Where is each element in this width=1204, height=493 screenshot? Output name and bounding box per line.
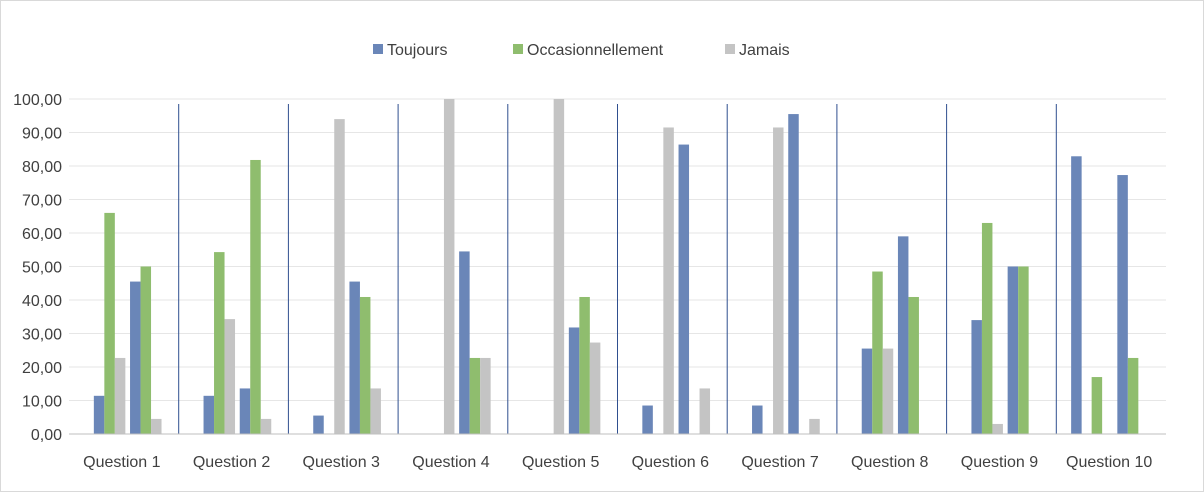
bar [224, 319, 236, 434]
bar [313, 415, 324, 434]
bar [214, 252, 225, 434]
bar [589, 342, 601, 434]
bar [114, 357, 126, 434]
bar [908, 296, 919, 434]
bar [579, 296, 590, 434]
legend-label: Toujours [387, 42, 447, 59]
y-tick-label: 0,00 [31, 427, 62, 444]
bar [872, 271, 883, 434]
bar [1117, 175, 1128, 435]
y-tick-label: 90,00 [22, 126, 62, 143]
legend: Toujours Occasionnellement Jamais [373, 42, 790, 59]
y-axis-ticks: 0,00 10,00 20,00 30,00 40,00 50,00 60,00 70,00 8… [13, 92, 62, 444]
x-tick-label: Question 8 [851, 454, 928, 471]
bar [752, 405, 763, 434]
bar [642, 405, 653, 434]
bar [971, 320, 982, 434]
bar [443, 99, 455, 434]
y-tick-label: 10,00 [22, 394, 62, 411]
bar [809, 418, 820, 434]
legend-swatch [725, 44, 735, 54]
bar [568, 327, 580, 434]
y-tick-label: 70,00 [22, 193, 62, 210]
bar [260, 418, 272, 434]
bar [359, 296, 371, 434]
x-axis-ticks: Question 1 Question 2 Question 3 Question 4… [83, 454, 1152, 471]
bar [370, 388, 381, 434]
bar [480, 357, 491, 434]
legend-label: Jamais [739, 42, 790, 59]
x-tick-label: Question 5 [522, 454, 599, 471]
bar [1071, 156, 1082, 434]
bar [250, 159, 261, 434]
bar [104, 212, 115, 434]
bar [1018, 266, 1029, 434]
x-tick-label: Question 4 [412, 454, 489, 471]
legend-swatch [513, 44, 523, 54]
bar [678, 144, 690, 434]
bar [1007, 266, 1019, 434]
bar [334, 119, 345, 434]
x-tick-label: Question 2 [193, 454, 270, 471]
bar [151, 418, 162, 434]
bar [553, 99, 565, 434]
x-tick-label: Question 3 [303, 454, 380, 471]
x-tick-label: Question 9 [961, 454, 1038, 471]
bar [882, 348, 894, 434]
bar [239, 388, 251, 434]
bar [663, 127, 674, 434]
x-tick-label: Question 6 [632, 454, 709, 471]
y-tick-label: 80,00 [22, 159, 62, 176]
bars [93, 99, 1139, 435]
bar [992, 423, 1003, 434]
bar [203, 395, 215, 434]
legend-label: Occasionnellement [527, 42, 664, 59]
bar [140, 266, 152, 434]
bar [93, 395, 105, 434]
bar [469, 357, 481, 434]
y-tick-label: 40,00 [22, 293, 62, 310]
legend-swatch [373, 44, 383, 54]
category-separators [178, 104, 1057, 434]
bar [699, 388, 711, 434]
bar [1127, 357, 1139, 434]
y-tick-label: 30,00 [22, 327, 62, 344]
x-tick-label: Question 7 [741, 454, 818, 471]
x-tick-label: Question 10 [1066, 454, 1152, 471]
bar [861, 348, 873, 434]
bar [459, 251, 470, 434]
y-tick-label: 100,00 [13, 92, 62, 109]
y-tick-label: 60,00 [22, 226, 62, 243]
bar [788, 114, 799, 434]
y-tick-label: 20,00 [22, 360, 62, 377]
bar [1091, 377, 1103, 434]
x-tick-label: Question 1 [83, 454, 160, 471]
bar [981, 222, 993, 434]
bar [897, 236, 909, 434]
bar [349, 281, 360, 434]
y-tick-label: 50,00 [22, 260, 62, 277]
bar [130, 281, 141, 434]
bar [773, 127, 784, 434]
